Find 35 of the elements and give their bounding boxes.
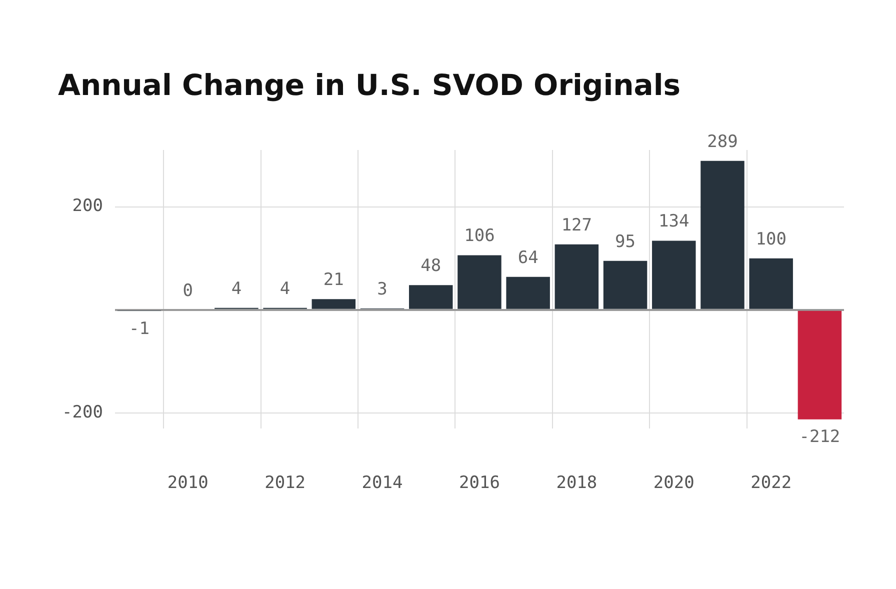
data-label: 0 (182, 280, 193, 301)
bar (458, 255, 502, 309)
bar (554, 244, 599, 309)
data-label: -1 (129, 318, 150, 339)
data-label: 106 (464, 226, 495, 246)
data-label: 100 (756, 229, 786, 250)
data-label: 95 (615, 232, 636, 252)
bar (506, 276, 550, 309)
data-label: 3 (377, 279, 388, 300)
bar (603, 260, 648, 309)
data-label: -212 (799, 427, 840, 448)
bar (652, 240, 696, 309)
data-label: 4 (280, 278, 290, 299)
data-label: 4 (231, 278, 242, 299)
bar (408, 285, 453, 309)
data-label: 48 (420, 256, 442, 276)
x-tick-label: 2016 (458, 473, 500, 494)
x-tick-label: 2022 (750, 473, 792, 494)
x-tick-label: 2012 (264, 473, 306, 494)
chart-title: Annual Change in U.S. SVOD Originals (58, 68, 681, 102)
bar (700, 160, 744, 309)
data-label: 134 (658, 212, 690, 232)
data-label: 21 (323, 270, 344, 290)
y-tick-label: 200 (72, 196, 103, 216)
bar (798, 310, 842, 420)
y-tick-label: -200 (62, 402, 103, 423)
bar (749, 258, 793, 309)
x-tick-label: 2018 (556, 473, 598, 494)
data-label: 127 (561, 215, 592, 236)
x-tick-label: 2020 (653, 473, 694, 494)
x-tick-label: 2010 (167, 473, 208, 494)
data-label: 289 (707, 132, 738, 152)
bar (312, 299, 356, 309)
data-label: 64 (518, 248, 538, 268)
x-tick-label: 2014 (362, 473, 403, 494)
